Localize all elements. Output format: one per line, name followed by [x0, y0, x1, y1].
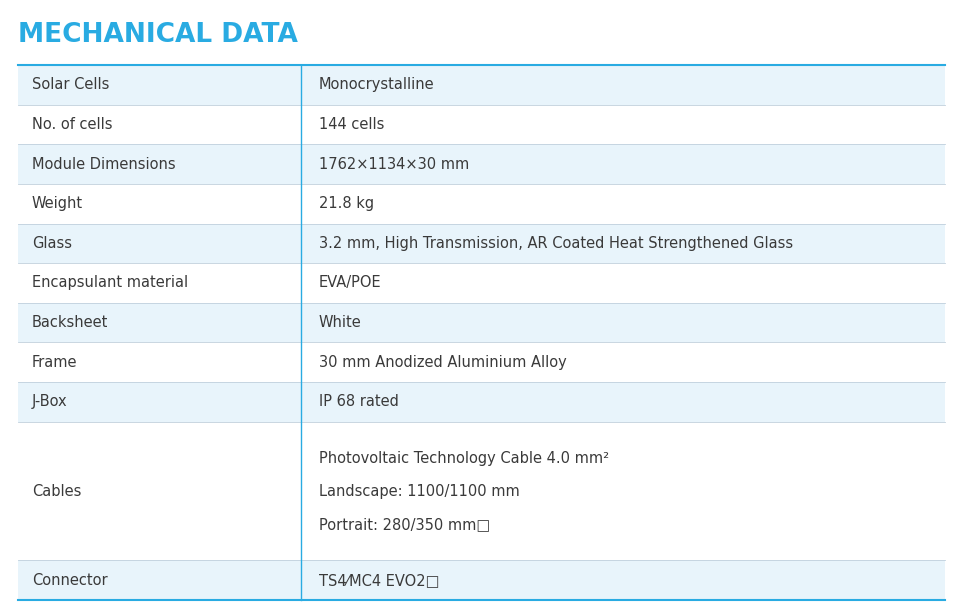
Text: White: White — [319, 315, 362, 330]
Bar — [18, 560, 945, 600]
Text: No. of cells: No. of cells — [32, 117, 112, 132]
Text: 144 cells: 144 cells — [319, 117, 384, 132]
Text: EVA/POE: EVA/POE — [319, 276, 381, 290]
Text: TS4⁄MC4 EVO2□: TS4⁄MC4 EVO2□ — [319, 573, 440, 588]
Bar — [18, 263, 945, 303]
Text: Frame: Frame — [32, 355, 78, 370]
Text: 30 mm Anodized Aluminium Alloy: 30 mm Anodized Aluminium Alloy — [319, 355, 566, 370]
Text: Cables: Cables — [32, 483, 82, 499]
Text: Landscape: 1100/1100 mm: Landscape: 1100/1100 mm — [319, 485, 519, 499]
Bar — [18, 145, 945, 184]
Bar — [18, 105, 945, 145]
Bar — [18, 343, 945, 382]
Text: Connector: Connector — [32, 573, 108, 588]
Bar — [18, 382, 945, 422]
Bar — [18, 65, 945, 105]
Text: MECHANICAL DATA: MECHANICAL DATA — [18, 22, 298, 48]
Text: 3.2 mm, High Transmission, AR Coated Heat Strengthened Glass: 3.2 mm, High Transmission, AR Coated Hea… — [319, 236, 793, 251]
Text: J-Box: J-Box — [32, 394, 67, 410]
Bar — [18, 422, 945, 560]
Text: Weight: Weight — [32, 196, 84, 211]
Text: Glass: Glass — [32, 236, 72, 251]
Bar — [18, 184, 945, 223]
Text: IP 68 rated: IP 68 rated — [319, 394, 398, 410]
Text: Backsheet: Backsheet — [32, 315, 108, 330]
Text: Encapsulant material: Encapsulant material — [32, 276, 188, 290]
Text: Solar Cells: Solar Cells — [32, 77, 109, 92]
Text: Module Dimensions: Module Dimensions — [32, 157, 176, 172]
Text: 21.8 kg: 21.8 kg — [319, 196, 373, 211]
Text: 1762×1134×30 mm: 1762×1134×30 mm — [319, 157, 469, 172]
Bar — [18, 223, 945, 263]
Text: Photovoltaic Technology Cable 4.0 mm²: Photovoltaic Technology Cable 4.0 mm² — [319, 451, 609, 466]
Text: Portrait: 280/350 mm□: Portrait: 280/350 mm□ — [319, 517, 490, 533]
Text: Monocrystalline: Monocrystalline — [319, 77, 434, 92]
Bar — [18, 303, 945, 343]
